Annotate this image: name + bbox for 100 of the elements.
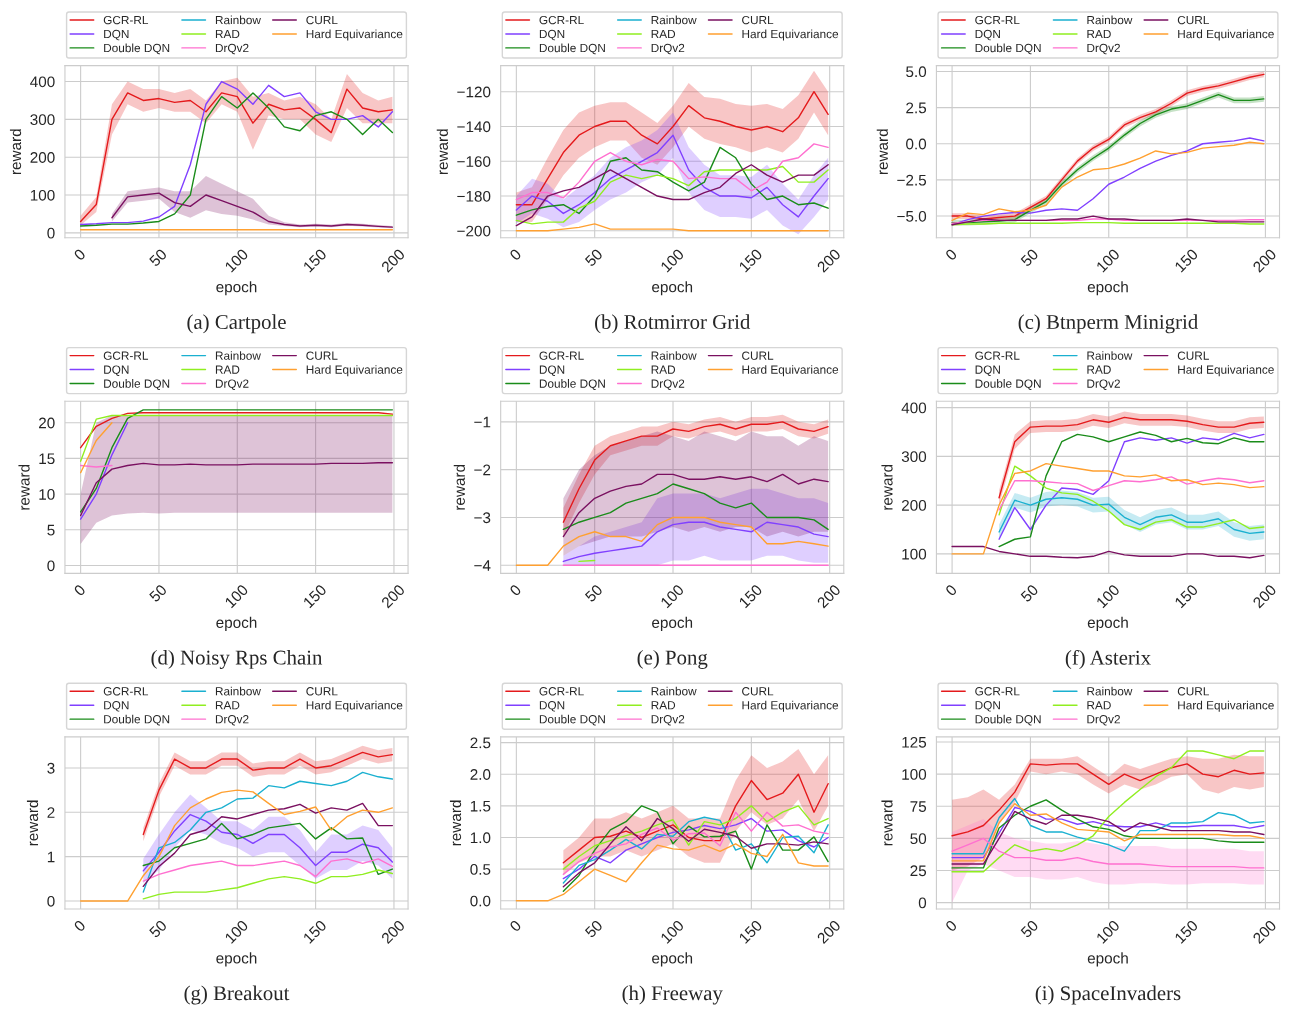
x-axis-title: epoch — [652, 281, 693, 296]
y-tick-label: 0 — [47, 895, 55, 907]
x-axis-title: epoch — [652, 616, 693, 631]
x-tick-label: 200 — [816, 583, 842, 609]
line-series — [515, 146, 829, 216]
text: (e) Pong — [637, 649, 708, 669]
legend-label: GCR-RL — [539, 15, 584, 25]
x-tick-label: 200 — [816, 919, 842, 945]
legend-label: Double DQN — [539, 714, 605, 726]
x-tick-label: 150 — [302, 248, 328, 273]
y-tick-label: −200 — [457, 225, 491, 237]
x-tick-label: 0 — [73, 248, 87, 262]
x-tick-label: 100 — [1095, 919, 1121, 944]
legend-label: GCR-RL — [975, 687, 1020, 696]
y-tick-label: 200 — [901, 499, 927, 511]
y-tick-label: 2.5 — [470, 737, 491, 749]
legend-label: DrQv2 — [651, 379, 685, 390]
x-tick-label: 150 — [302, 583, 328, 609]
x-tick-label: 50 — [584, 583, 604, 603]
legend-label: RAD — [215, 701, 240, 710]
x-axis-title: epoch — [652, 952, 693, 967]
y-tick-label: 0 — [918, 897, 927, 909]
legend-label: DQN — [539, 701, 565, 712]
legend-label: Rainbow — [651, 15, 697, 25]
y-tick-label: 75 — [910, 801, 927, 812]
legend-label: Double DQN — [104, 43, 170, 55]
x-tick-label: 50 — [584, 248, 604, 267]
y-axis-title: reward — [881, 800, 893, 846]
legend-label: CURL — [306, 15, 338, 25]
y-tick-label: 125 — [902, 736, 927, 748]
x-tick-label: 150 — [302, 919, 328, 944]
legend-label: DQN — [104, 365, 129, 376]
line-series — [515, 833, 829, 902]
x-tick-label: 100 — [660, 248, 685, 273]
y-tick-label: −2 — [474, 464, 491, 476]
y-tick-label: 0 — [47, 227, 55, 239]
legend-label: DrQv2 — [651, 715, 685, 726]
legend-label: Hard Equivariance — [306, 365, 403, 377]
line-series — [562, 805, 829, 892]
text: (b) Rotmirror Grid — [595, 314, 751, 334]
y-tick-label: 50 — [910, 833, 927, 845]
y-axis-title: reward — [453, 464, 465, 510]
legend-label: DrQv2 — [1087, 715, 1120, 726]
legend-label: Rainbow — [651, 686, 697, 696]
text: (i) SpaceInvaders — [1035, 985, 1181, 1005]
line-series — [142, 858, 394, 882]
legend-label: DQN — [539, 29, 565, 41]
y-tick-label: 3 — [47, 762, 55, 774]
legend-label: GCR-RL — [103, 351, 149, 360]
x-tick-label: 150 — [738, 583, 763, 609]
x-tick-label: 50 — [1020, 248, 1039, 267]
legend-label: CURL — [1177, 687, 1209, 696]
x-tick-label: 200 — [380, 583, 406, 609]
line-series — [562, 421, 829, 523]
line-series — [951, 797, 1265, 855]
line-series — [951, 545, 1265, 559]
line-series — [562, 811, 829, 875]
x-tick-label: 0 — [944, 248, 958, 262]
legend-label: Hard Equivariance — [1178, 29, 1274, 41]
legend-label: CURL — [1177, 15, 1209, 25]
y-axis-title: reward — [449, 800, 462, 846]
x-tick-label: 100 — [1095, 248, 1121, 273]
legend-label: CURL — [1177, 351, 1209, 360]
legend-label: CURL — [742, 15, 774, 25]
x-tick-label: 0 — [944, 919, 958, 933]
line-series — [951, 810, 1265, 865]
line-series — [951, 462, 1265, 555]
text: (a) Cartpole — [187, 314, 286, 334]
legend-label: Rainbow — [1087, 686, 1133, 696]
y-tick-label: 100 — [30, 189, 55, 201]
line-series — [951, 837, 1265, 869]
legend-label: Hard Equivariance — [306, 29, 403, 41]
legend-label: RAD — [215, 29, 240, 39]
legend-label: RAD — [1087, 29, 1111, 39]
legend-label: Rainbow — [1087, 15, 1133, 25]
legend-label: GCR-RL — [103, 15, 149, 25]
y-tick-label: −180 — [457, 190, 491, 202]
legend-label: CURL — [742, 687, 774, 696]
y-tick-label: 10 — [39, 488, 55, 500]
text: (c) Btnperm Minigrid — [1018, 314, 1198, 334]
y-tick-label: 300 — [30, 114, 55, 126]
y-tick-label: 5 — [47, 524, 55, 536]
line-series — [515, 143, 829, 201]
legend-label: GCR-RL — [539, 351, 584, 360]
y-tick-label: 2.0 — [470, 769, 491, 780]
legend-label: DrQv2 — [1087, 43, 1120, 55]
legend-label: Double DQN — [539, 379, 605, 390]
x-tick-label: 50 — [148, 919, 168, 939]
y-tick-label: −140 — [457, 121, 491, 133]
legend-label: RAD — [651, 701, 676, 710]
y-tick-label: 400 — [30, 76, 55, 88]
x-tick-label: 0 — [73, 919, 87, 933]
legend-label: DQN — [104, 29, 129, 41]
x-axis-title: epoch — [1087, 281, 1128, 296]
y-tick-label: −4 — [474, 560, 491, 571]
x-tick-label: 100 — [660, 919, 685, 944]
legend-label: DQN — [975, 365, 1000, 376]
y-tick-label: 0.5 — [470, 864, 491, 875]
y-tick-label: 1.0 — [470, 832, 491, 844]
x-tick-label: 100 — [1095, 583, 1121, 609]
